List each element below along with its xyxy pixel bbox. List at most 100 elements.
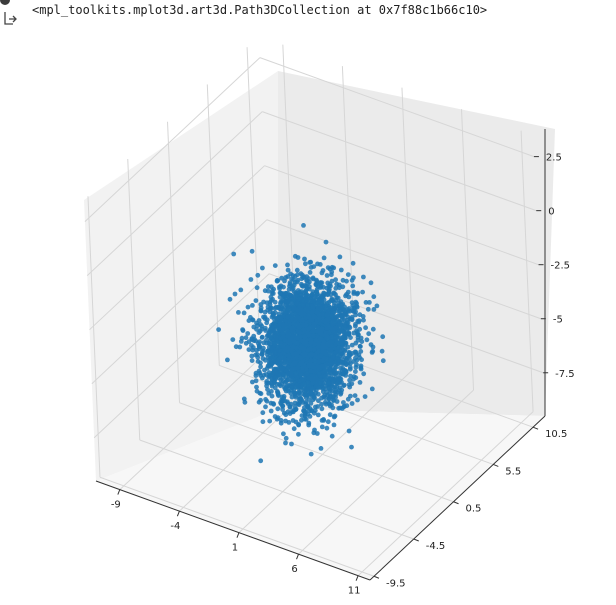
scatter-point — [260, 410, 266, 416]
scatter-point — [286, 287, 292, 292]
scatter-point — [258, 458, 264, 464]
scatter-point — [296, 397, 302, 402]
output-arrow-icon — [2, 10, 18, 26]
scatter-point — [249, 248, 255, 254]
grid-line — [84, 57, 261, 222]
scatter-point — [319, 424, 325, 430]
scatter-point — [263, 404, 268, 410]
x-tick-mark — [296, 553, 299, 560]
scatter-point — [283, 435, 289, 441]
scatter-point — [264, 340, 269, 346]
scatter-point — [290, 366, 295, 372]
scatter-point — [348, 373, 353, 379]
scatter-point — [331, 394, 336, 399]
scatter-point — [303, 341, 309, 346]
scatter-point — [367, 300, 372, 305]
scatter-point — [329, 433, 335, 439]
scatter-point — [329, 272, 334, 278]
scatter-point — [333, 325, 338, 331]
scatter-point — [282, 347, 288, 353]
scatter-point — [249, 358, 255, 363]
scatter-point — [265, 284, 271, 290]
scatter-point — [278, 420, 284, 426]
scatter-point — [349, 300, 355, 305]
scatter-point — [281, 410, 287, 416]
scatter-point — [299, 272, 305, 278]
scatter-point — [267, 328, 273, 334]
scatter-point — [368, 342, 374, 347]
scatter-point — [335, 295, 341, 301]
scatter-point — [272, 299, 278, 305]
scatter-point — [264, 383, 269, 389]
scatter-point — [297, 378, 302, 384]
x-tick-label: -9 — [111, 500, 121, 511]
scatter-point — [325, 369, 331, 375]
scatter-point — [258, 391, 264, 397]
scatter-point — [349, 342, 355, 348]
scatter-point — [335, 308, 340, 314]
scatter-point — [264, 398, 270, 404]
scatter-point — [254, 326, 259, 332]
scatter-point — [285, 262, 290, 268]
scatter-point — [253, 338, 259, 344]
grid-line — [298, 389, 474, 555]
floor-pane — [96, 409, 545, 580]
scatter-point — [319, 326, 325, 331]
scatter-point — [321, 418, 327, 423]
scatter-point — [291, 306, 297, 312]
y-tick-label: 10.5 — [545, 429, 567, 440]
scatter-point — [294, 267, 300, 273]
grid-line — [401, 87, 415, 369]
scatter-point — [342, 355, 348, 361]
grid-line — [238, 368, 415, 534]
scatter-point — [328, 340, 334, 345]
scatter-point — [323, 239, 329, 245]
x-tick-mark — [355, 575, 359, 581]
scatter-point — [351, 330, 357, 336]
scatter-point — [276, 323, 282, 328]
scatter-point — [359, 357, 364, 363]
scatter-point — [316, 344, 321, 349]
scatter-point — [369, 350, 375, 355]
scatter-point — [350, 260, 356, 266]
scatter-point — [316, 371, 322, 376]
scatter-point — [288, 370, 294, 376]
scatter-point — [371, 294, 377, 300]
cell-run-indicator[interactable] — [0, 0, 10, 5]
scatter-point — [301, 408, 306, 414]
scatter-point — [271, 286, 276, 292]
scatter-point — [285, 409, 291, 415]
scatter-point — [380, 358, 386, 364]
scatter-point — [333, 285, 339, 291]
scatter-point — [246, 347, 252, 352]
scatter-point — [304, 292, 310, 297]
scatter-point — [339, 302, 345, 308]
scatter-point — [354, 303, 360, 309]
scatter-point — [272, 305, 278, 311]
scatter-point — [311, 328, 317, 334]
scatter-point — [289, 409, 295, 415]
scatter-point — [243, 335, 249, 341]
scatter-point — [308, 317, 313, 323]
scatter-point — [301, 346, 307, 351]
scatter-point — [329, 375, 334, 381]
scatter-point — [277, 361, 283, 367]
scatter-point — [250, 317, 256, 323]
scatter-point — [318, 280, 323, 285]
scatter-point — [303, 287, 309, 293]
grid-line — [127, 158, 141, 441]
scatter-point — [294, 314, 300, 320]
scatter-point — [351, 374, 357, 380]
scatter-point — [285, 274, 291, 279]
scatter-point — [271, 401, 277, 407]
x-tick-label: 1 — [232, 543, 238, 554]
scatter-point — [305, 347, 311, 353]
scatter-point — [331, 422, 337, 428]
scatter-point — [292, 279, 298, 285]
scatter-point — [287, 321, 292, 327]
scatter-point — [348, 335, 353, 340]
scatter-point — [362, 394, 368, 399]
scatter-point — [329, 388, 335, 394]
scatter-point — [337, 320, 343, 326]
z-tick-label: -2.5 — [551, 261, 571, 272]
